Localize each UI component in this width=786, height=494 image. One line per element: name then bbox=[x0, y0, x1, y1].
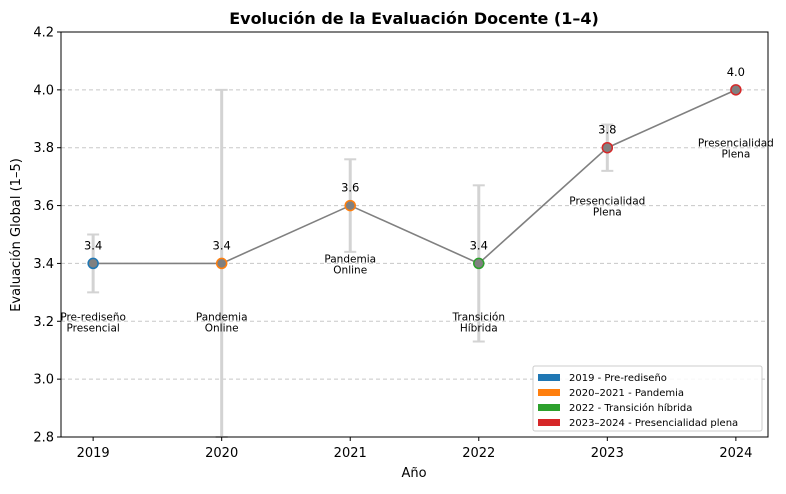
x-tick-label: 2021 bbox=[334, 446, 367, 461]
x-axis-label: Año bbox=[401, 466, 426, 481]
legend-label: 2023–2024 - Presencialidad plena bbox=[569, 418, 738, 429]
x-tick-label: 2022 bbox=[462, 446, 495, 461]
value-label: 3.4 bbox=[213, 238, 231, 252]
phase-label: Pandemia bbox=[324, 253, 376, 265]
phase-label: Presencialidad bbox=[569, 196, 645, 208]
value-label: 3.6 bbox=[341, 181, 359, 195]
plot-frame bbox=[60, 31, 769, 438]
phase-label: Plena bbox=[721, 149, 750, 161]
legend-label: 2022 - Transición híbrida bbox=[569, 402, 692, 414]
data-point bbox=[601, 141, 614, 154]
y-tick-label: 3.4 bbox=[33, 257, 54, 272]
phase-label: Pre-rediseño bbox=[60, 311, 126, 323]
y-tick-label: 4.2 bbox=[33, 26, 54, 41]
x-tick-label: 2024 bbox=[719, 446, 752, 461]
phase-label: Online bbox=[333, 264, 367, 276]
y-axis-label: Evaluación Global (1–5) bbox=[9, 158, 24, 312]
phase-label: Plena bbox=[593, 207, 622, 219]
phase-label: Online bbox=[205, 322, 239, 334]
phase-label: Presencialidad bbox=[698, 138, 774, 150]
data-point bbox=[215, 257, 228, 270]
legend-label: 2020–2021 - Pandemia bbox=[569, 388, 684, 399]
phase-label: Híbrida bbox=[460, 322, 498, 334]
x-tick-label: 2023 bbox=[591, 446, 624, 461]
y-tick-label: 3.8 bbox=[33, 141, 54, 156]
y-tick-label: 2.8 bbox=[33, 431, 54, 446]
data-point bbox=[344, 199, 356, 212]
phase-label: Transición bbox=[452, 311, 505, 323]
value-label: 4.0 bbox=[727, 65, 745, 79]
chart-title: Evolución de la Evaluación Docente (1–4) bbox=[229, 9, 599, 28]
y-tick-label: 4.0 bbox=[33, 83, 54, 98]
value-label: 3.4 bbox=[84, 238, 102, 252]
legend-box bbox=[532, 365, 763, 432]
phase-label: Pandemia bbox=[196, 311, 248, 323]
legend-swatch bbox=[538, 389, 560, 396]
value-label: 3.8 bbox=[598, 123, 616, 137]
x-tick-label: 2020 bbox=[205, 446, 238, 461]
data-point bbox=[87, 257, 99, 270]
legend-swatch bbox=[538, 374, 560, 381]
legend-label: 2019 - Pre-rediseño bbox=[569, 373, 667, 384]
data-point bbox=[730, 84, 742, 96]
phase-label: Presencial bbox=[66, 322, 119, 334]
data-point bbox=[473, 257, 485, 270]
value-label: 3.4 bbox=[470, 238, 488, 252]
y-tick-label: 3.0 bbox=[33, 373, 54, 388]
legend: 2019 - Pre-rediseño 2020–2021 - Pandemia 2… bbox=[532, 365, 763, 432]
series-line bbox=[93, 89, 737, 265]
y-tick-label: 3.2 bbox=[33, 315, 54, 330]
legend-swatch bbox=[538, 419, 560, 426]
x-tick-label: 2019 bbox=[77, 446, 110, 461]
legend-swatch bbox=[538, 404, 560, 411]
y-tick-label: 3.6 bbox=[33, 199, 54, 214]
